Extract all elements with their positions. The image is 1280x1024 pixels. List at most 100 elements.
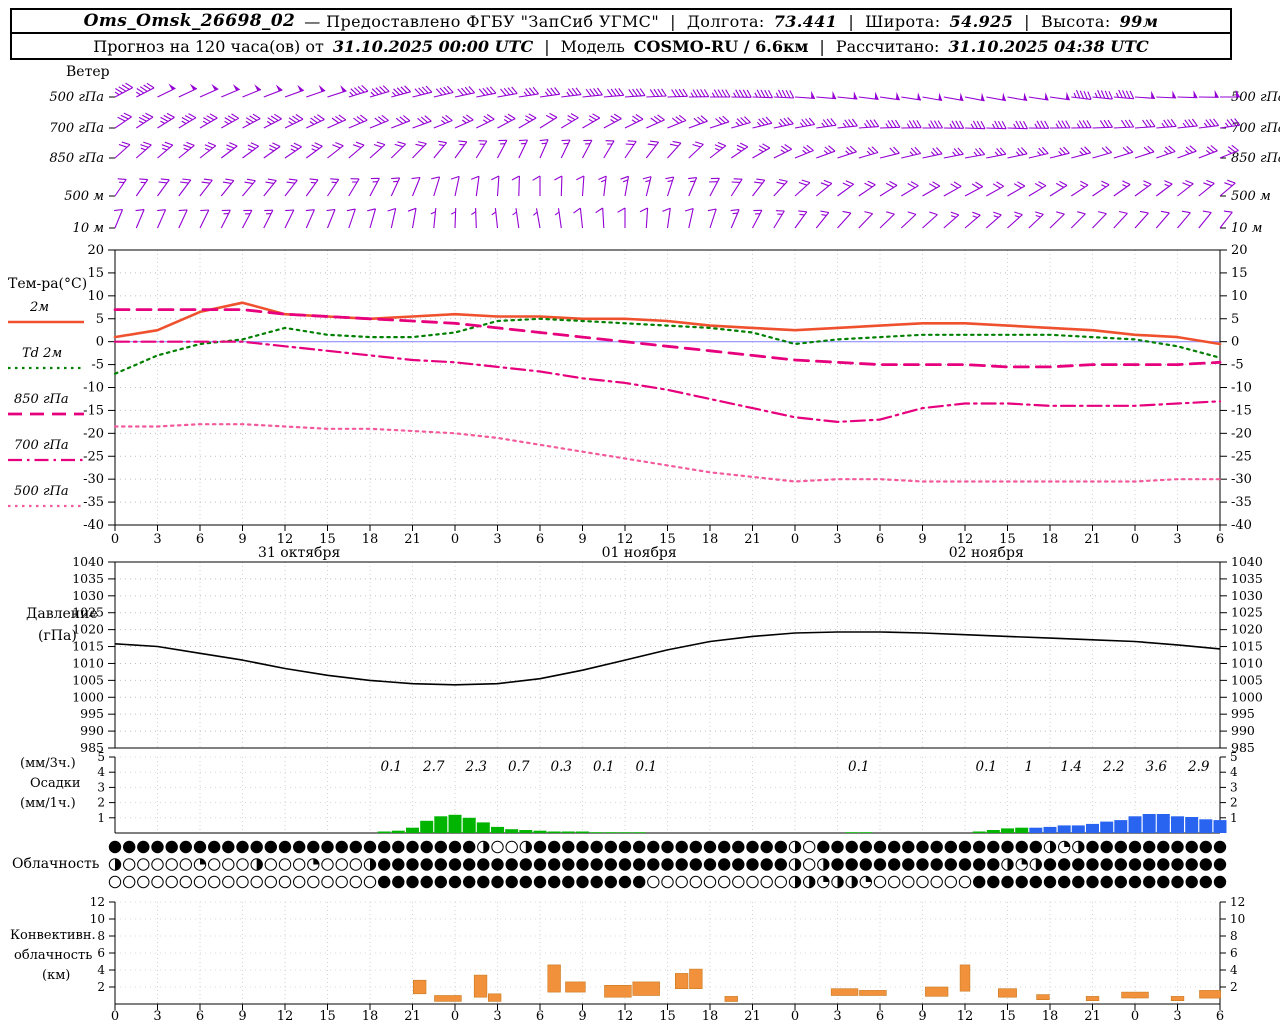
wind-barb-pennant [275, 84, 283, 92]
cloud-symbol-fill [1050, 841, 1056, 853]
cloud-symbol [633, 875, 646, 889]
axis-tick-label: -30 [83, 472, 104, 487]
wind-barb-feather [678, 88, 685, 97]
wind-barb-feather [980, 120, 986, 129]
wind-barb-staff [752, 179, 766, 197]
wind-barb-staff [327, 145, 344, 159]
cloud-symbol [1072, 858, 1085, 871]
wind-barb-pennant [318, 84, 326, 92]
wind-barb-staff [731, 121, 751, 129]
hour-label: 6 [536, 1009, 544, 1024]
wind-barb-feather [613, 113, 622, 120]
wind-barb-feather [161, 144, 171, 149]
wind-barb-feather [357, 86, 365, 93]
cloud-symbol [1185, 840, 1198, 854]
wind-barb-feather [742, 89, 748, 98]
wind-barb-feather [657, 88, 663, 97]
wind-barb-feather [828, 145, 836, 152]
wind-barb-staff [475, 176, 480, 197]
wind-barb-staff [837, 183, 855, 197]
wind-barb-feather [756, 89, 762, 98]
wind-barb-staff [515, 208, 520, 229]
cloud-symbol [505, 858, 518, 871]
wind-barb-feather [715, 118, 723, 125]
cloud-symbol [250, 875, 263, 889]
wind-barb-feather [1099, 120, 1106, 128]
precip-bar-rain [590, 832, 604, 833]
cloud-symbol [1114, 875, 1128, 889]
wind-barb-feather [717, 141, 727, 147]
wind-barb-feather [330, 178, 339, 180]
cloud-symbol [392, 840, 405, 854]
cloud-symbol [902, 875, 915, 889]
wind-barb-feather [160, 178, 170, 181]
cloud-symbol [859, 858, 872, 871]
cloud-symbol-fill [865, 876, 872, 882]
wind-barb-staff [157, 144, 174, 159]
cloud-symbol [562, 875, 575, 889]
cloud-symbol [548, 875, 561, 889]
cloud-symbol [1171, 840, 1184, 854]
wind-level-label: 850 гПа [49, 151, 104, 166]
wind-barb-feather [458, 140, 467, 143]
wind-barb-staff [454, 176, 460, 197]
precip-1h-units-label: (мм/1ч.) [20, 796, 76, 811]
convective-bar [604, 984, 632, 998]
wind-barb-feather [1014, 211, 1023, 216]
wind-barb-staff [497, 92, 518, 98]
wind-barb-half-feather [1122, 184, 1128, 188]
axis-tick-label: 990 [1231, 723, 1255, 738]
precip-bar-rain [406, 827, 419, 833]
wind-barb-half-feather [1073, 92, 1077, 98]
axis-tick-label: 5 [97, 750, 105, 764]
wind-barb-half-feather [491, 211, 497, 216]
date-label: 01 ноября [602, 545, 677, 561]
temp-legend-500hpa: 500 гПа [14, 484, 69, 499]
wind-barb-feather [317, 114, 325, 120]
wind-barb-staff [603, 176, 607, 197]
wind-barb-staff [1028, 96, 1049, 101]
cloud-symbol [278, 875, 292, 889]
wind-barb-staff [1134, 96, 1156, 99]
wind-barb-half-feather [735, 121, 740, 126]
wind-barb-staff [135, 144, 152, 159]
wind-barb-feather [1128, 119, 1135, 128]
cloud-symbol [661, 875, 674, 889]
wind-barb-feather [331, 117, 340, 124]
temp-series-Td 2м [113, 317, 1222, 375]
axis-tick-label: 5 [96, 312, 104, 327]
wind-barb-half-feather [758, 148, 764, 153]
wind-barb-pennant [211, 83, 219, 91]
wind-barb-feather [138, 116, 147, 122]
wind-barb-staff [178, 117, 197, 129]
wind-barb-pennant [980, 92, 985, 101]
wind-barb-staff [602, 207, 605, 229]
wind-barb-feather [415, 143, 424, 147]
wind-barb-feather [776, 181, 785, 185]
wind-barb-feather [1055, 182, 1064, 188]
cloud-symbol [108, 840, 122, 854]
wind-barb-feather [935, 147, 943, 155]
wind-barb-staff [922, 96, 943, 102]
wind-barb-feather [326, 208, 336, 212]
axis-tick-label: 1030 [72, 588, 104, 603]
wind-barb-half-feather [949, 123, 953, 129]
cloud-symbol [293, 858, 306, 871]
cloud-symbol [732, 840, 745, 854]
wind-level-label: 700 гПа [1231, 121, 1280, 136]
wind-barb-feather [309, 178, 319, 181]
separator: | [819, 36, 825, 56]
wind-barb-feather [672, 140, 682, 144]
axis-tick-label: 1010 [1231, 655, 1263, 670]
cloud-symbol [165, 840, 178, 854]
wind-barb-feather [400, 86, 408, 94]
wind-barb-half-feather [993, 215, 999, 218]
cloud-symbol [873, 858, 887, 871]
wind-barb-half-feather [245, 120, 251, 125]
wind-barb-half-feather [711, 92, 716, 98]
wind-barb-feather [466, 114, 474, 121]
wind-barb-feather [826, 118, 833, 127]
wind-barb-feather [801, 179, 811, 184]
wind-barb-pennant [811, 90, 815, 99]
axis-tick-label: -40 [1231, 518, 1252, 533]
